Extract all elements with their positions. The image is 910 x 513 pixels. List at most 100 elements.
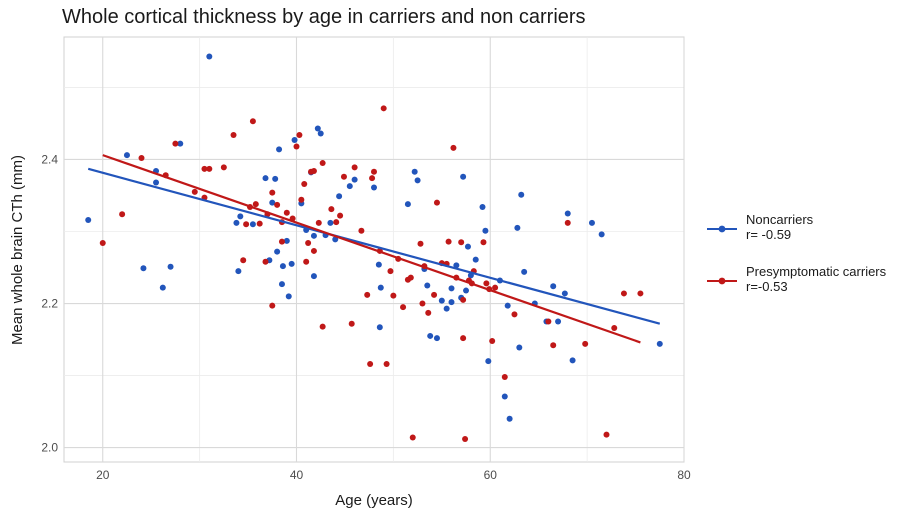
- data-point-carrier: [293, 143, 300, 150]
- data-point-noncarrier: [235, 268, 242, 275]
- legend-correlation: r= -0.59: [746, 227, 792, 242]
- legend-series-name: Presymptomatic carriers: [746, 264, 887, 279]
- data-point-noncarrier: [317, 130, 324, 137]
- data-point-carrier: [138, 155, 145, 162]
- legend-key-carriers: [707, 277, 737, 285]
- data-point-noncarrier: [278, 281, 285, 288]
- data-point-noncarrier: [485, 358, 492, 365]
- data-point-carrier: [501, 374, 508, 380]
- data-point-carrier: [333, 219, 340, 226]
- data-point-noncarrier: [411, 168, 418, 175]
- data-point-noncarrier: [332, 236, 339, 243]
- data-point-carrier: [364, 291, 371, 298]
- data-point-carrier: [230, 131, 237, 138]
- data-point-carrier: [425, 309, 432, 316]
- data-point-carrier: [489, 337, 496, 344]
- data-point-noncarrier: [279, 263, 286, 270]
- data-point-noncarrier: [588, 219, 595, 226]
- x-axis-title: Age (years): [335, 492, 413, 509]
- data-point-noncarrier: [177, 140, 184, 147]
- data-point-noncarrier: [561, 290, 568, 297]
- data-point-noncarrier: [283, 237, 290, 244]
- data-point-carrier: [458, 239, 465, 246]
- data-point-noncarrier: [85, 216, 92, 223]
- data-point-carrier: [319, 323, 326, 330]
- data-point-noncarrier: [285, 293, 292, 300]
- tick-labels: 20 40 60 80 2.0 2.2 2.4: [41, 152, 691, 482]
- data-point-carrier: [387, 268, 394, 275]
- data-point-carrier: [433, 199, 440, 206]
- data-point-noncarrier: [288, 260, 295, 267]
- data-point-carrier: [460, 296, 467, 303]
- data-point-noncarrier: [656, 340, 663, 347]
- data-point-carrier: [380, 105, 387, 112]
- data-point-noncarrier: [550, 283, 557, 290]
- data-point-noncarrier: [159, 284, 166, 291]
- data-point-noncarrier: [453, 262, 460, 269]
- fit-line-carriers: [102, 154, 641, 344]
- data-point-carrier: [545, 318, 552, 325]
- data-point-carrier: [409, 434, 416, 441]
- legend-series-name: Noncarriers: [746, 212, 814, 227]
- data-point-noncarrier: [501, 393, 508, 400]
- data-point-noncarrier: [291, 137, 298, 144]
- data-point-carrier: [319, 160, 326, 167]
- fit-line-noncarriers: [87, 167, 661, 325]
- data-point-noncarrier: [443, 305, 450, 312]
- y-tick-label: 2.2: [41, 297, 58, 311]
- data-point-noncarrier: [569, 357, 576, 364]
- data-point-carrier: [637, 290, 644, 297]
- data-point-noncarrier: [472, 256, 479, 263]
- data-point-noncarrier: [555, 318, 562, 325]
- data-point-carrier: [269, 189, 276, 196]
- data-point-carrier: [256, 220, 263, 227]
- y-tick-label: 2.0: [41, 441, 58, 455]
- data-point-carrier: [611, 325, 618, 332]
- data-point-carrier: [240, 257, 247, 264]
- data-point-noncarrier: [433, 335, 440, 342]
- data-point-carrier: [483, 280, 490, 287]
- legend-item-carriers: Presymptomatic carriers r=-0.53: [706, 264, 906, 298]
- data-point-carrier: [390, 292, 397, 299]
- data-point-carrier: [301, 180, 308, 187]
- data-point-noncarrier: [438, 297, 445, 304]
- y-axis-title: Mean whole brain CTh (mm): [9, 155, 26, 345]
- data-point-carrier: [206, 165, 213, 172]
- data-point-carrier: [445, 238, 452, 245]
- data-point-noncarrier: [414, 177, 421, 184]
- data-point-noncarrier: [506, 415, 513, 422]
- data-point-carrier: [582, 340, 589, 347]
- data-point-carrier: [172, 140, 179, 147]
- data-point-noncarrier: [249, 221, 256, 228]
- data-point-carrier: [383, 361, 390, 368]
- data-point-carrier: [564, 219, 571, 226]
- data-point-carrier: [407, 274, 414, 281]
- grid-major: [64, 37, 685, 462]
- data-point-noncarrier: [262, 175, 269, 182]
- legend-key-noncarriers: [707, 225, 737, 233]
- data-point-noncarrier: [464, 243, 471, 250]
- data-point-carrier: [274, 201, 281, 208]
- data-point-noncarrier: [153, 179, 160, 186]
- data-point-carrier: [358, 227, 365, 234]
- data-point-carrier: [191, 188, 198, 195]
- data-point-carrier: [220, 164, 227, 171]
- data-point-carrier: [201, 165, 208, 172]
- data-point-noncarrier: [276, 146, 283, 153]
- data-point-carrier: [249, 118, 256, 125]
- data-point-noncarrier: [237, 213, 244, 220]
- data-point-noncarrier: [310, 273, 317, 280]
- data-point-noncarrier: [375, 261, 382, 268]
- data-point-noncarrier: [516, 344, 523, 351]
- data-point-noncarrier: [233, 219, 240, 226]
- data-point-carrier: [310, 247, 317, 254]
- data-point-noncarrier: [206, 53, 213, 60]
- data-point-noncarrier: [274, 248, 281, 255]
- data-point-noncarrier: [351, 176, 358, 183]
- data-point-noncarrier: [564, 210, 571, 217]
- data-point-carrier: [351, 164, 358, 171]
- data-point-noncarrier: [140, 265, 147, 272]
- data-point-noncarrier: [424, 282, 431, 289]
- data-point-noncarrier: [376, 324, 383, 331]
